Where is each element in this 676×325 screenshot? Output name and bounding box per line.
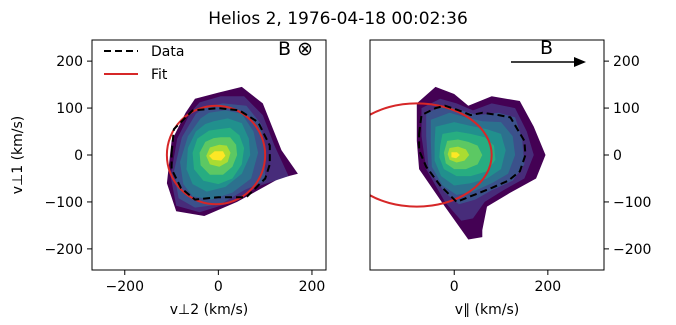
right-y-tick-label: 0: [613, 148, 622, 164]
left-axes-frame: [91, 39, 327, 271]
left-y-tick-label: 100: [56, 101, 83, 117]
right-axes-frame: [369, 39, 605, 271]
legend-fit-label: Fit: [151, 67, 168, 83]
figure-title: Helios 2, 1976-04-18 00:02:36: [208, 9, 468, 29]
left-y-tick-label: −100: [45, 195, 83, 211]
left-y-tick-label: −200: [45, 242, 83, 258]
magnetic-field-direction-label: B: [540, 37, 553, 59]
left-x-tick-label: −200: [106, 279, 144, 295]
left-panel: −200 0 200 200 100 0 −100 −200 v⊥2 (km/s) v⊥1 (…: [10, 38, 327, 318]
right-y-tick-label: 200: [613, 54, 640, 70]
magnetic-field-into-page-annotation: B ⊗: [278, 38, 313, 60]
right-x-tick-label: 0: [450, 279, 459, 295]
left-x-axis-label: v⊥2 (km/s): [170, 302, 249, 318]
left-y-axis-label: v⊥1 (km/s): [10, 116, 26, 195]
left-y-tick-label: 0: [74, 148, 83, 164]
left-x-tick-label: 0: [214, 279, 223, 295]
legend-data-label: Data: [151, 44, 184, 60]
right-y-tick-label: −100: [613, 195, 651, 211]
right-contour-level-9: [451, 152, 460, 159]
left-contour-level-9: [209, 151, 226, 161]
right-panel: 0 200 200 100 0 −100 −200 v∥ (km/s) B: [369, 37, 651, 318]
right-y-tick-label: −200: [613, 242, 651, 258]
left-y-tick-label: 200: [56, 54, 83, 70]
left-x-tick-label: 200: [299, 279, 326, 295]
right-x-tick-label: 200: [534, 279, 561, 295]
right-data-contour: [418, 104, 527, 203]
left-fit-ellipse: [165, 104, 267, 206]
left-data-contour: [170, 107, 271, 201]
right-fit-ellipse: [370, 102, 493, 208]
legend: Data Fit: [104, 44, 184, 83]
right-y-tick-label: 100: [613, 101, 640, 117]
right-x-axis-label: v∥ (km/s): [455, 302, 519, 318]
